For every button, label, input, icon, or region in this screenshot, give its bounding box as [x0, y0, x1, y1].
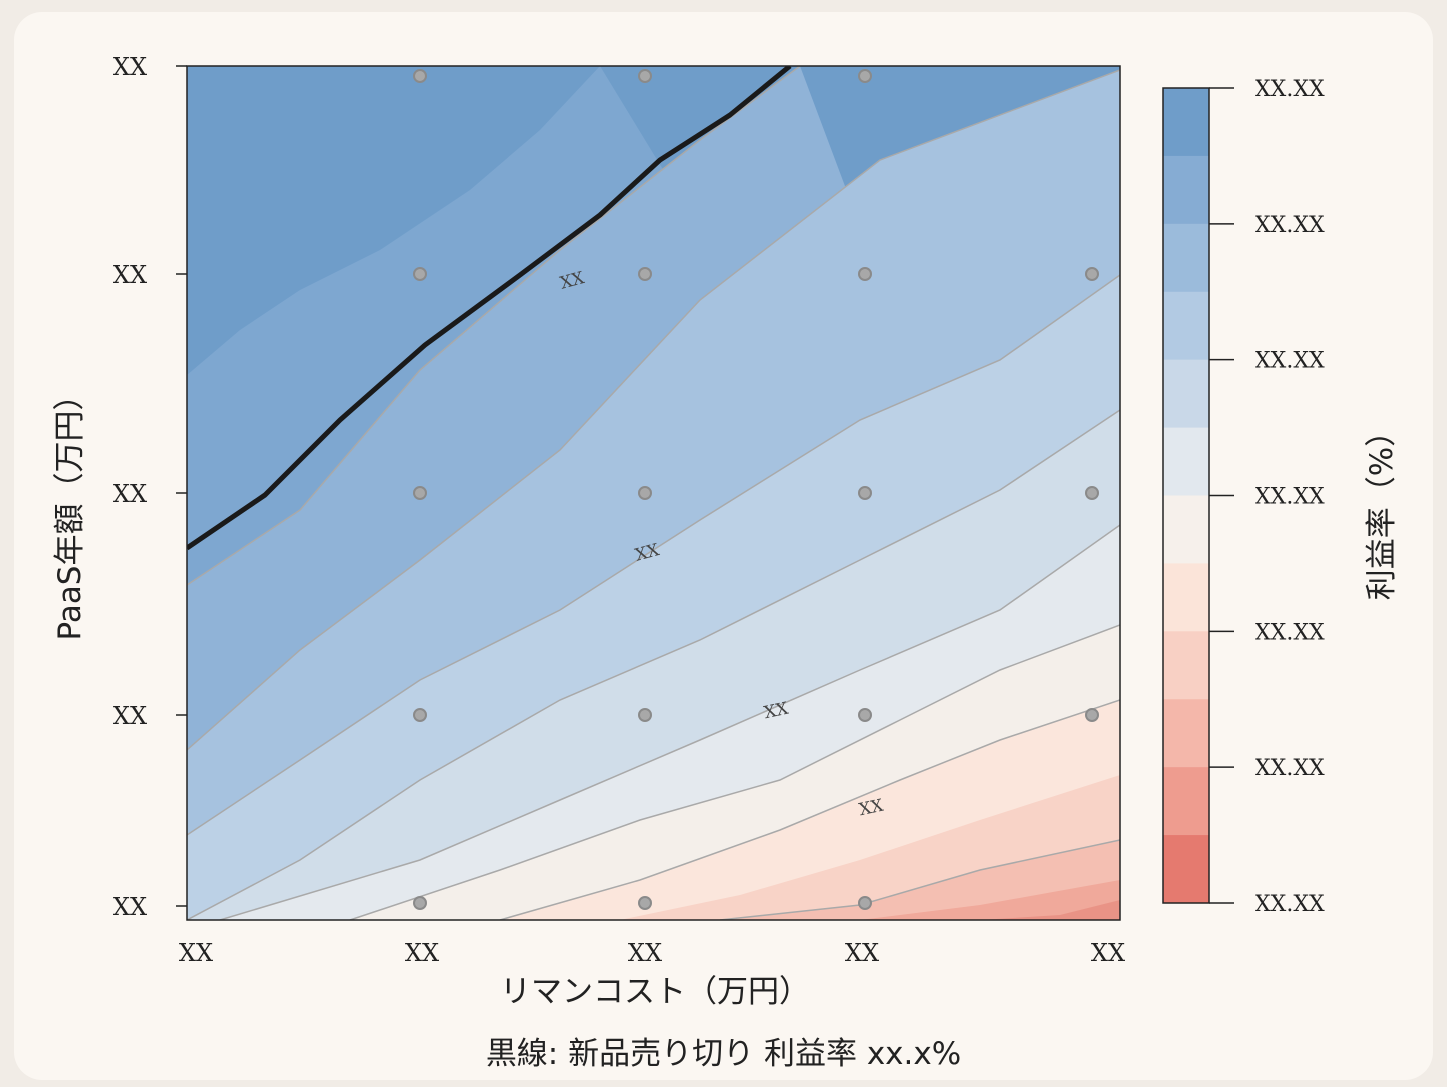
- sample-point: [413, 896, 427, 910]
- sample-point: [638, 69, 652, 83]
- colorbar-segment: [1163, 155, 1209, 225]
- colorbar-segment: [1163, 223, 1209, 293]
- sample-point: [858, 896, 872, 910]
- colorbar-tick-label: XX.XX: [1255, 756, 1325, 781]
- contour-line: [219, 524, 1120, 920]
- sample-point: [638, 708, 652, 722]
- colorbar-segment: [1163, 427, 1209, 496]
- sample-point: [413, 69, 427, 83]
- chart-caption: 黒線: 新品売り切り 利益率 xx.x%: [485, 1036, 962, 1072]
- sample-point: [638, 486, 652, 500]
- sample-point: [413, 486, 427, 500]
- x-tick-label: XX: [845, 939, 879, 967]
- sample-point: [413, 267, 427, 281]
- colorbar-title: 利益率（%）: [1364, 416, 1400, 600]
- contour-band: [187, 840, 1120, 920]
- y-axis-title: PaaS年額（万円）: [52, 380, 88, 641]
- sample-point: [858, 708, 872, 722]
- colorbar-tick-label: XX.XX: [1255, 213, 1325, 238]
- y-tick-label: XX: [113, 480, 147, 508]
- y-tick-label: XX: [113, 702, 147, 730]
- contour-line: [499, 699, 1120, 920]
- contour-band: [187, 775, 1120, 920]
- colorbar-segment: [1163, 495, 1209, 564]
- colorbar-segment: [1163, 835, 1209, 904]
- colorbar-tick-label: XX.XX: [1255, 485, 1325, 510]
- colorbar-segment: [1163, 767, 1209, 836]
- y-tick-label: XX: [113, 53, 147, 81]
- contour-line: [349, 624, 1120, 920]
- x-tick-label: XX: [405, 939, 439, 967]
- x-axis-title: リマンコスト（万円）: [500, 974, 810, 1010]
- colorbar-tick-label: XX.XX: [1255, 77, 1325, 102]
- contour-line: [187, 69, 1120, 751]
- colorbar-tick-label: XX.XX: [1255, 892, 1325, 917]
- contour-band: [187, 880, 1120, 920]
- colorbar-segment: [1163, 291, 1209, 361]
- sample-point: [413, 708, 427, 722]
- contour-band: [187, 900, 1120, 920]
- sample-point: [638, 896, 652, 910]
- colorbar-segment: [1163, 88, 1209, 157]
- y-tick-label: XX: [113, 261, 147, 289]
- contour-line: [187, 274, 1120, 836]
- contour-line: [187, 66, 801, 586]
- y-tick-label: XX: [113, 893, 147, 921]
- sample-point: [1085, 708, 1099, 722]
- colorbar-segment: [1163, 631, 1209, 700]
- sample-point: [1085, 267, 1099, 281]
- x-tick-label: XX: [628, 939, 662, 967]
- colorbar-segment: [1163, 563, 1209, 632]
- x-tick-label: XX: [179, 939, 213, 967]
- sample-point: [638, 267, 652, 281]
- colorbar-tick-label: XX.XX: [1255, 620, 1325, 645]
- breakeven-threshold-line: [187, 66, 792, 551]
- colorbar-segment: [1163, 699, 1209, 768]
- colorbar-segment: [1163, 359, 1209, 429]
- sample-point: [858, 486, 872, 500]
- contour-line: [719, 839, 1120, 920]
- colorbar-tick-label: XX.XX: [1255, 349, 1325, 374]
- sample-point: [858, 267, 872, 281]
- sample-point: [858, 69, 872, 83]
- sample-point: [1085, 486, 1099, 500]
- contour-line: [187, 409, 1120, 920]
- x-tick-label: XX: [1091, 939, 1125, 967]
